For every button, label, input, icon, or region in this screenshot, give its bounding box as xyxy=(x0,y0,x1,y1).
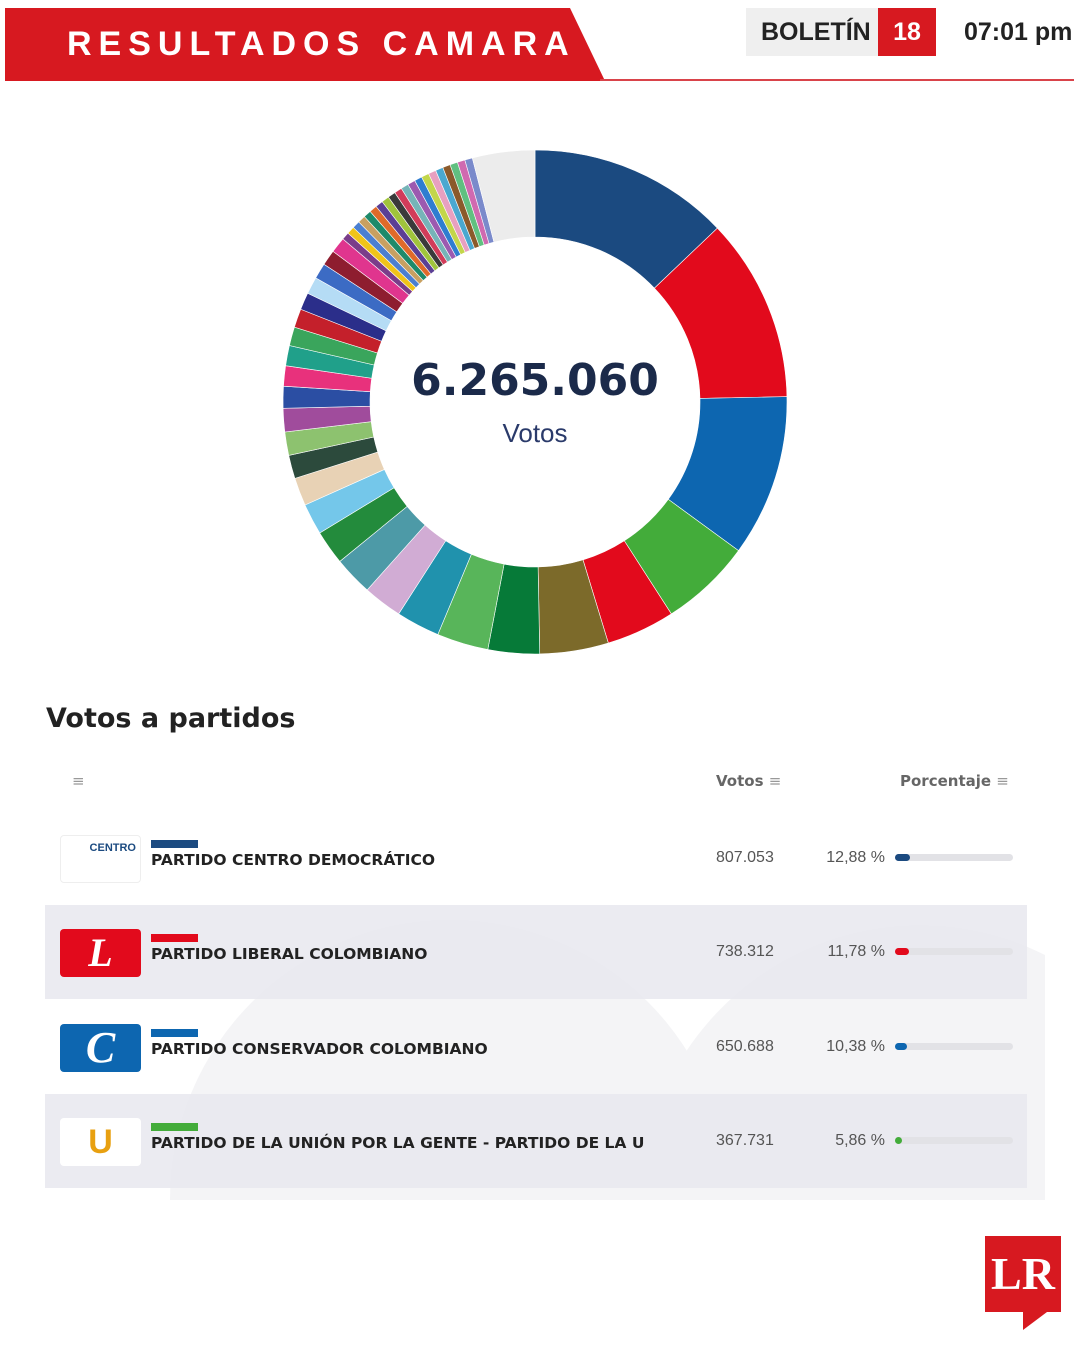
votes-header-label: Votos xyxy=(716,772,764,790)
header-divider xyxy=(600,79,1074,81)
party-logo: U xyxy=(60,1118,141,1166)
party-color-swatch xyxy=(151,1123,198,1131)
total-votes: 6.265.060 xyxy=(411,355,659,406)
percent-column-header[interactable]: Porcentaje ≡ xyxy=(900,772,1009,790)
percent-bar xyxy=(895,1043,1013,1050)
party-logo: C xyxy=(60,1024,141,1072)
table-row[interactable]: L PARTIDO LIBERAL COLOMBIANO 738.312 11,… xyxy=(45,905,1027,999)
party-color-swatch xyxy=(151,840,198,848)
party-name: PARTIDO DE LA UNIÓN POR LA GENTE - PARTI… xyxy=(151,1134,645,1152)
party-votes: 367.731 xyxy=(716,1132,774,1149)
votes-column-header[interactable]: Votos ≡ xyxy=(716,772,781,790)
percent-bar xyxy=(895,1137,1013,1144)
percent-bar-fill xyxy=(895,948,909,955)
menu-icon[interactable]: ≡ xyxy=(768,772,782,790)
percent-bar-fill xyxy=(895,854,911,861)
table-row[interactable]: C PARTIDO CONSERVADOR COLOMBIANO 650.688… xyxy=(45,1000,1027,1094)
column-menu-icon[interactable]: ≡ xyxy=(72,772,85,790)
party-name: PARTIDO CONSERVADOR COLOMBIANO xyxy=(151,1040,488,1058)
lr-logo: LR xyxy=(985,1236,1061,1330)
menu-icon[interactable]: ≡ xyxy=(996,772,1009,790)
bulletin-label: BOLETÍN xyxy=(746,8,878,56)
party-color-swatch xyxy=(151,934,198,942)
section-title: Votos a partidos xyxy=(46,703,296,734)
table-row[interactable]: U PARTIDO DE LA UNIÓN POR LA GENTE - PAR… xyxy=(45,1094,1027,1188)
total-votes-unit: Votos xyxy=(502,418,568,448)
table-row[interactable]: CENTRO PARTIDO CENTRO DEMOCRÁTICO 807.05… xyxy=(45,811,1027,905)
percent-header-label: Porcentaje xyxy=(900,772,992,790)
percent-bar-fill xyxy=(895,1043,908,1050)
party-votes: 738.312 xyxy=(716,943,774,960)
party-votes: 650.688 xyxy=(716,1038,774,1055)
percent-bar-fill xyxy=(895,1137,902,1144)
title-banner: RESULTADOS CAMARA xyxy=(5,8,605,81)
party-votes: 807.053 xyxy=(716,849,774,866)
percent-bar xyxy=(895,948,1013,955)
donut-slice[interactable] xyxy=(471,149,536,243)
party-percent: 10,38 % xyxy=(826,1038,885,1055)
page-title: RESULTADOS CAMARA xyxy=(67,25,576,63)
party-color-swatch xyxy=(151,1029,198,1037)
party-percent: 11,78 % xyxy=(827,943,885,960)
votes-donut-chart xyxy=(282,149,788,655)
party-logo: L xyxy=(60,929,141,977)
party-percent: 5,86 % xyxy=(835,1132,885,1149)
bulletin-time: 07:01 pm xyxy=(964,18,1073,46)
bulletin-number: 18 xyxy=(878,8,936,56)
percent-bar xyxy=(895,854,1013,861)
party-name: PARTIDO CENTRO DEMOCRÁTICO xyxy=(151,851,436,869)
party-percent: 12,88 % xyxy=(826,849,885,866)
party-name: PARTIDO LIBERAL COLOMBIANO xyxy=(151,945,428,963)
party-logo: CENTRO xyxy=(60,835,141,883)
